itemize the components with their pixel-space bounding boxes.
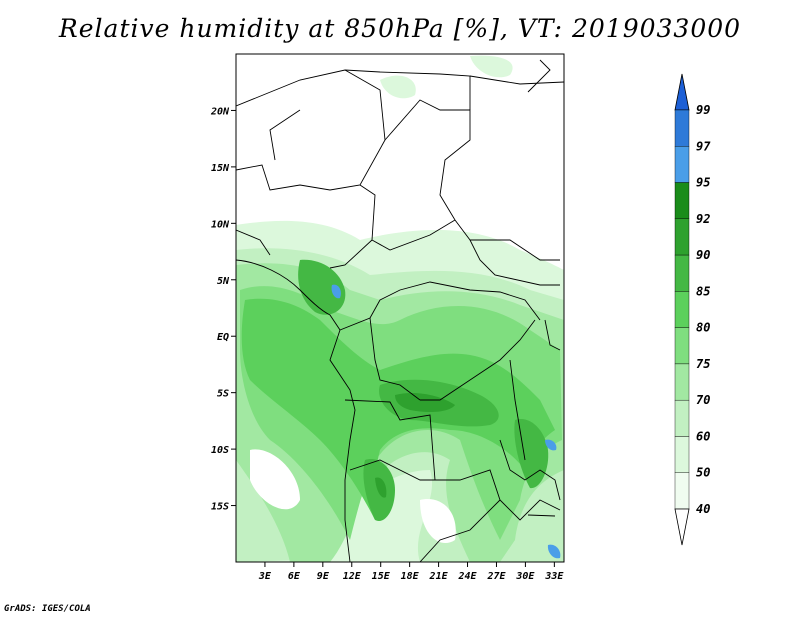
map-title: Relative humidity at 850hPa [%], VT: 201… xyxy=(58,14,742,43)
lat-tick-label: 10N xyxy=(211,219,230,230)
grads-footer: GrADS: IGES/COLA xyxy=(4,604,91,614)
humidity-field xyxy=(236,55,564,562)
lon-tick-label: 3E xyxy=(258,571,272,582)
lon-tick-label: 27E xyxy=(486,571,506,582)
lat-tick-label: 5S xyxy=(217,389,229,400)
humidity-band-85 xyxy=(298,259,346,315)
humidity-band-85d xyxy=(514,419,549,489)
lon-tick-label: 18E xyxy=(401,571,420,582)
lat-tick-label: 15N xyxy=(211,163,230,174)
humidity-band-95 xyxy=(331,284,341,299)
humidity-band-95c xyxy=(547,544,561,559)
lon-tick-label: 12E xyxy=(343,571,362,582)
lat-tick-label: 15S xyxy=(211,502,229,513)
dry-patch-2 xyxy=(420,499,456,544)
lat-tick-label: 20N xyxy=(210,106,230,117)
humidity-band-90 xyxy=(395,393,455,413)
lon-tick-label: 21E xyxy=(429,571,449,582)
lon-tick-label: 33E xyxy=(544,571,564,582)
lon-tick-label: 9E xyxy=(317,571,330,582)
lat-tick-label: 5N xyxy=(217,276,230,287)
lon-tick-label: 15E xyxy=(372,571,391,582)
lat-tick-label: 10S xyxy=(211,445,229,456)
humidity-band-50n2 xyxy=(470,55,513,78)
humidity-band-50n xyxy=(380,75,416,99)
lon-tick-label: 30E xyxy=(515,571,535,582)
latitude-ticks: 20N 15N 10N 5N EQ 5S 10S 15S xyxy=(210,106,236,513)
lat-tick-label: EQ xyxy=(217,332,229,343)
map-frame xyxy=(235,53,565,563)
humidity-band-95b xyxy=(545,439,557,451)
dry-patch xyxy=(250,449,300,510)
longitude-ticks: 3E 6E 9E 12E 15E 18E 21E 24E 27E 30E 33E xyxy=(258,562,564,582)
lon-tick-label: 24E xyxy=(457,571,477,582)
humidity-band-90b xyxy=(375,477,387,498)
lon-tick-label: 6E xyxy=(288,571,301,582)
country-borders xyxy=(236,59,564,562)
